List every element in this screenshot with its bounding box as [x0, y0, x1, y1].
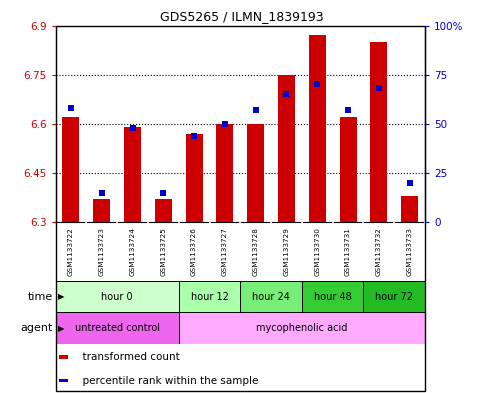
Text: GSM1133724: GSM1133724 — [129, 227, 136, 276]
Text: GSM1133722: GSM1133722 — [68, 227, 74, 276]
Text: ▶: ▶ — [58, 292, 64, 301]
Bar — [401, 196, 418, 222]
Bar — [93, 199, 110, 222]
Text: GSM1133725: GSM1133725 — [160, 227, 166, 276]
Text: GSM1133726: GSM1133726 — [191, 227, 197, 276]
Text: hour 24: hour 24 — [252, 292, 290, 302]
Text: mycophenolic acid: mycophenolic acid — [256, 323, 348, 333]
Text: GSM1133733: GSM1133733 — [407, 227, 412, 276]
Text: GDS5265 / ILMN_1839193: GDS5265 / ILMN_1839193 — [160, 10, 323, 23]
Text: time: time — [28, 292, 53, 302]
Point — [159, 189, 167, 196]
Point — [406, 180, 413, 186]
Text: GSM1133732: GSM1133732 — [376, 227, 382, 276]
Point — [98, 189, 106, 196]
Bar — [309, 35, 326, 222]
Bar — [247, 124, 264, 222]
Text: GSM1133728: GSM1133728 — [253, 227, 259, 276]
Bar — [59, 379, 69, 382]
Bar — [302, 281, 364, 312]
Text: hour 0: hour 0 — [101, 292, 133, 302]
Text: transformed count: transformed count — [76, 352, 180, 362]
Point — [128, 125, 136, 131]
Text: ▶: ▶ — [58, 324, 64, 332]
Text: agent: agent — [21, 323, 53, 333]
Text: GSM1133731: GSM1133731 — [345, 227, 351, 276]
Text: GSM1133723: GSM1133723 — [99, 227, 105, 276]
Text: GSM1133727: GSM1133727 — [222, 227, 228, 276]
Bar — [364, 281, 425, 312]
Text: untreated control: untreated control — [75, 323, 159, 333]
Bar — [155, 199, 172, 222]
Text: hour 12: hour 12 — [191, 292, 228, 302]
Bar — [56, 281, 179, 312]
Bar — [179, 281, 240, 312]
Text: percentile rank within the sample: percentile rank within the sample — [76, 376, 258, 386]
Text: hour 48: hour 48 — [314, 292, 352, 302]
Bar — [59, 355, 69, 359]
Bar — [370, 42, 387, 222]
Bar — [56, 312, 179, 344]
Point — [190, 132, 198, 139]
Bar — [179, 312, 425, 344]
Point — [313, 81, 321, 88]
Bar — [278, 75, 295, 222]
Point — [67, 105, 75, 111]
Bar — [216, 124, 233, 222]
Point — [375, 85, 383, 92]
Text: hour 72: hour 72 — [375, 292, 413, 302]
Point — [283, 91, 290, 97]
Bar — [124, 127, 141, 222]
Bar — [240, 281, 302, 312]
Text: GSM1133730: GSM1133730 — [314, 227, 320, 276]
Bar — [185, 134, 202, 222]
Bar — [340, 117, 356, 222]
Point — [344, 107, 352, 113]
Text: GSM1133729: GSM1133729 — [284, 227, 289, 276]
Point — [252, 107, 259, 113]
Bar — [62, 117, 79, 222]
Point — [221, 121, 229, 127]
